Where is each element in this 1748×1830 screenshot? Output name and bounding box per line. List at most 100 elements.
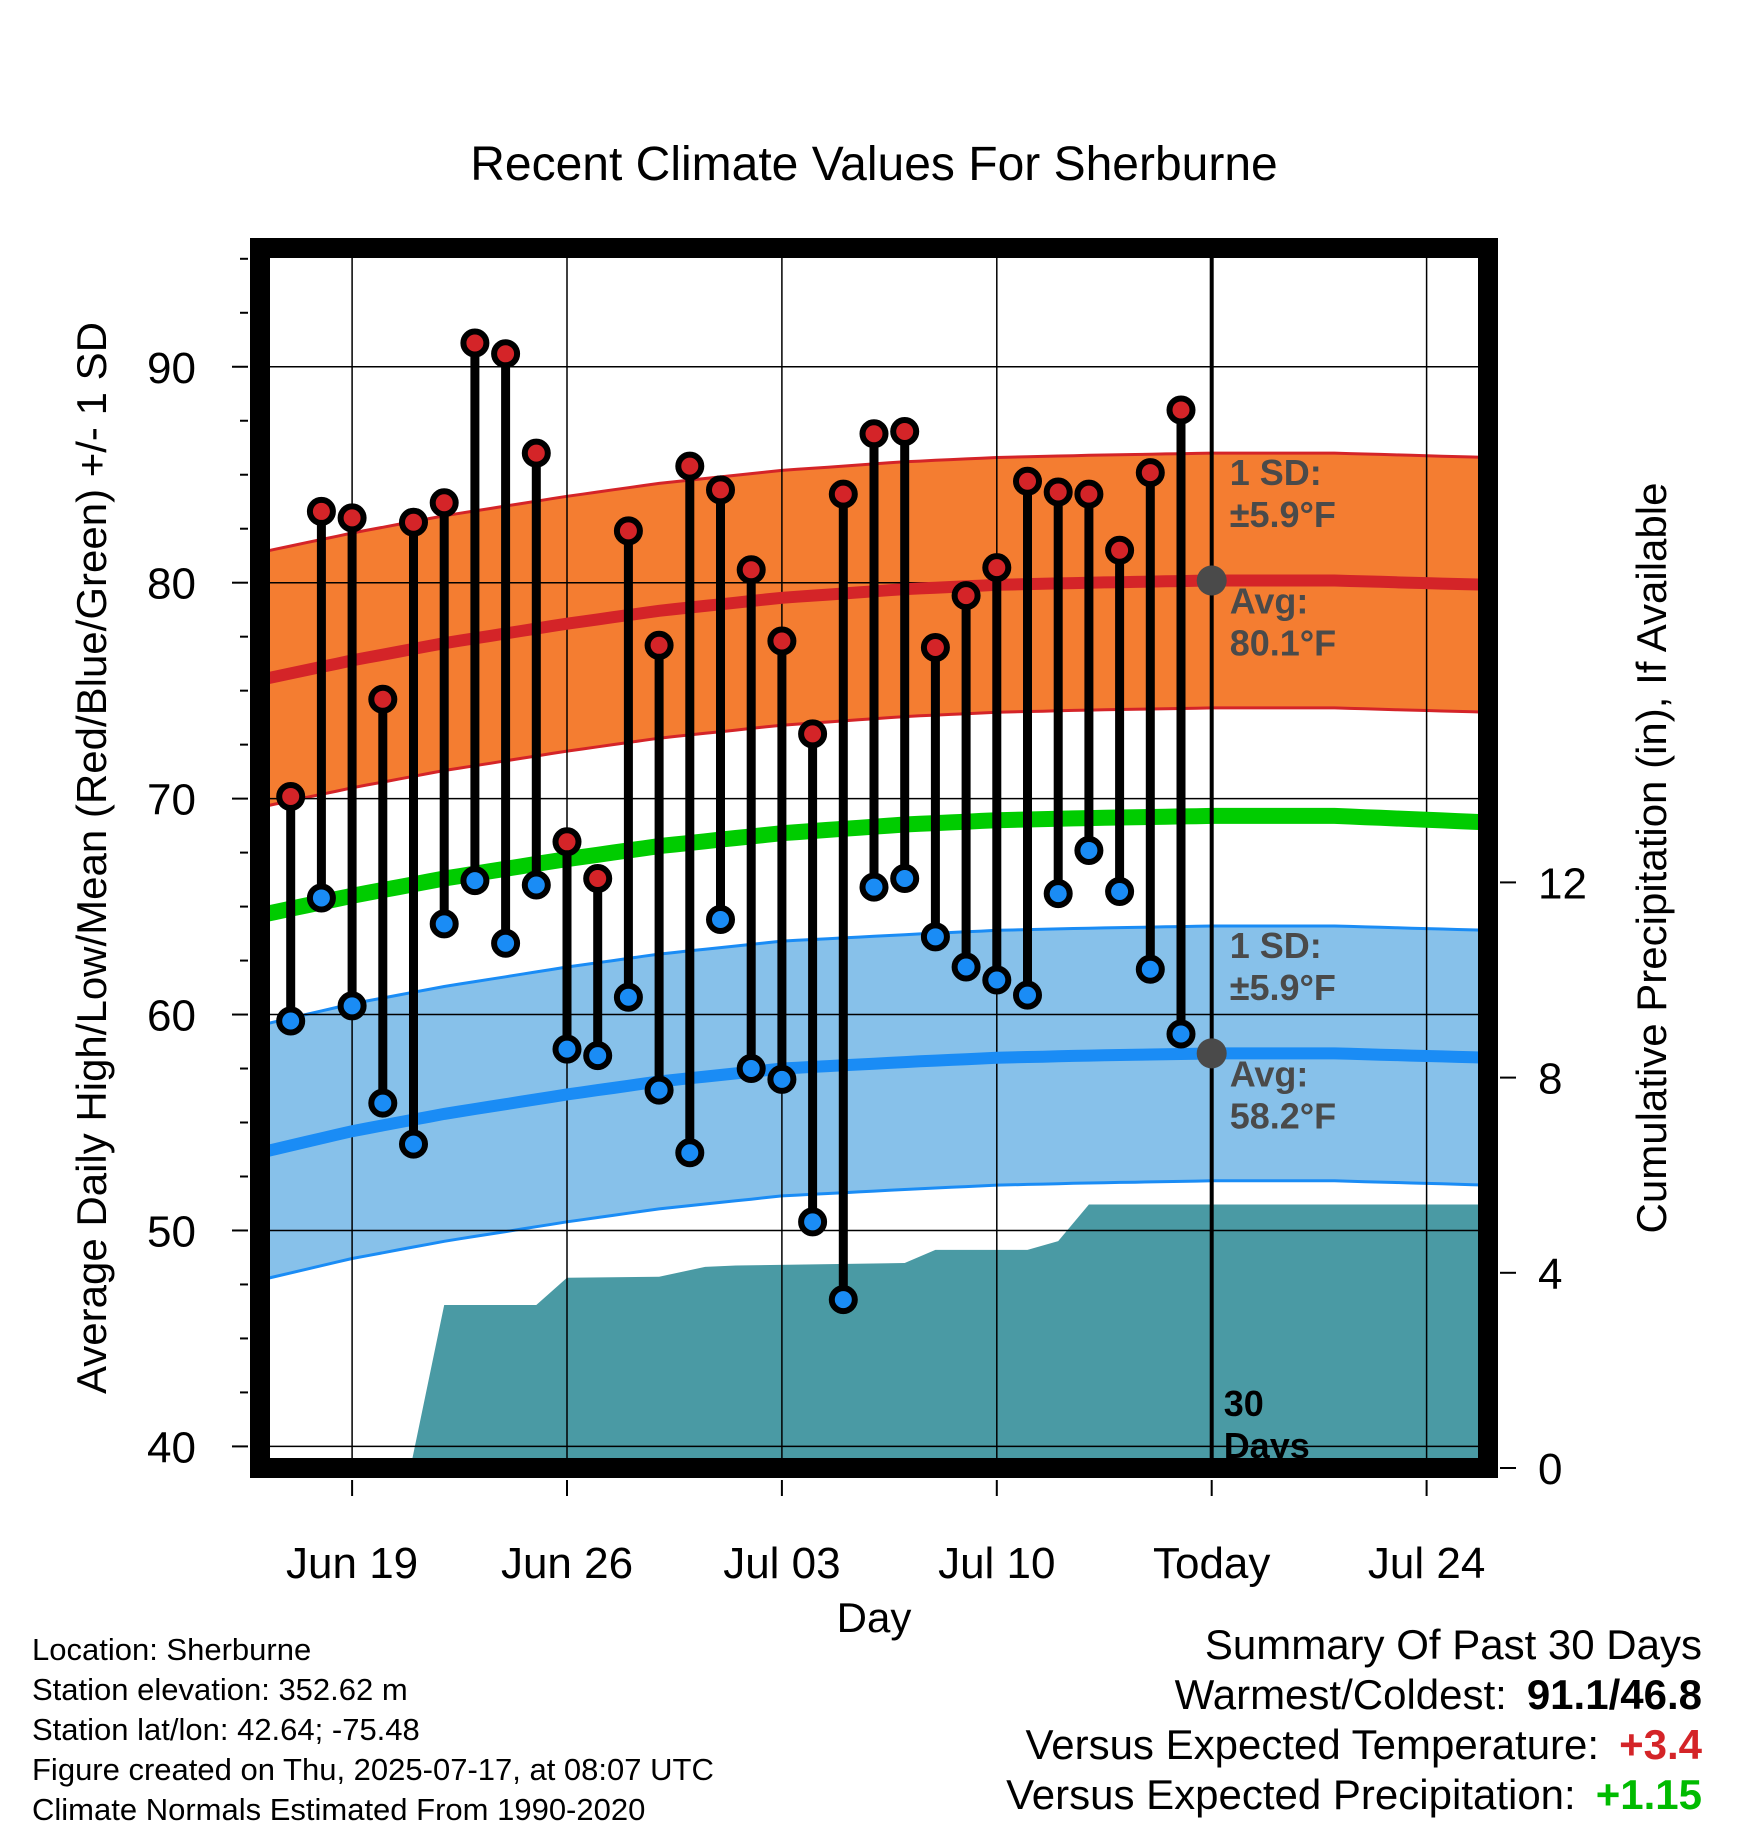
summary-heading: Summary Of Past 30 Days	[1204, 1621, 1702, 1668]
high-point	[890, 417, 920, 447]
high-point	[521, 438, 551, 468]
high-sd-annotation: 1 SD: ±5.9°F	[1230, 452, 1336, 535]
low-point	[552, 1034, 582, 1064]
temp-anomaly-value: +3.4	[1619, 1721, 1702, 1768]
low-avg-marker	[1196, 1038, 1227, 1069]
low-point	[521, 870, 551, 900]
low-point	[1013, 980, 1042, 1010]
low-point	[706, 905, 735, 935]
low-point	[675, 1138, 705, 1168]
high-point	[828, 479, 858, 509]
x-axis-label: Day	[837, 1594, 912, 1641]
y2-tick-label: 12	[1538, 859, 1587, 908]
y-tick-label: 90	[147, 344, 196, 393]
station-location: Location: Sherburne	[32, 1632, 312, 1667]
high-point	[675, 451, 705, 481]
low-point	[306, 883, 336, 913]
plot-frame	[250, 238, 1498, 1478]
high-avg-marker	[1196, 565, 1227, 596]
high-point	[920, 632, 950, 662]
low-point	[644, 1075, 674, 1105]
high-point	[552, 827, 582, 857]
low-point	[1074, 835, 1104, 865]
low-point	[859, 872, 889, 902]
climate-normals-note: Climate Normals Estimated From 1990-2020	[32, 1792, 646, 1827]
low-point	[828, 1285, 858, 1315]
high-point	[306, 496, 336, 526]
y2-tick-label: 0	[1538, 1445, 1562, 1494]
low-point	[276, 1006, 306, 1036]
high-point	[613, 516, 643, 546]
high-point	[1013, 466, 1042, 496]
low-point	[920, 922, 950, 952]
x-tick-label: Today	[1153, 1539, 1270, 1588]
x-tick-label: Jun 26	[501, 1539, 633, 1588]
high-point	[368, 684, 398, 714]
low-point	[736, 1054, 766, 1084]
low-point	[460, 866, 490, 896]
low-point	[368, 1088, 398, 1118]
high-point	[583, 864, 613, 894]
x-tick-label: Jul 24	[1368, 1539, 1485, 1588]
low-point	[583, 1041, 613, 1071]
low-point	[1105, 876, 1135, 906]
high-point	[1135, 458, 1165, 488]
y-tick-label: 40	[147, 1423, 196, 1472]
y-axis-label: Average Daily High/Low/Mean (Red/Blue/Gr…	[68, 322, 115, 1394]
x-tick-label: Jun 19	[286, 1539, 418, 1588]
high-point	[276, 781, 306, 811]
x-tick-label: Jul 03	[723, 1539, 840, 1588]
y2-tick-label: 8	[1538, 1055, 1562, 1104]
low-point	[429, 909, 459, 939]
y2-axis-label: Cumulative Precipitation (in), If Availa…	[1628, 483, 1675, 1234]
low-point	[613, 982, 643, 1012]
warm-cold-label: Warmest/Coldest:	[1174, 1671, 1507, 1718]
low-point	[798, 1207, 828, 1237]
low-point	[491, 928, 521, 958]
station-latlon: Station lat/lon: 42.64; -75.48	[32, 1712, 420, 1747]
temp-anomaly-label: Versus Expected Temperature:	[1025, 1721, 1600, 1768]
low-avg-line	[260, 1047, 1488, 1159]
precip-anomaly-label: Versus Expected Precipitation:	[1006, 1771, 1576, 1818]
low-point	[767, 1064, 797, 1094]
y-tick-label: 80	[147, 560, 196, 609]
low-point	[1043, 879, 1073, 909]
high-point	[399, 507, 428, 537]
high-point	[1043, 477, 1073, 507]
summary-panel: Summary Of Past 30 Days Warmest/Coldest:…	[1006, 1620, 1702, 1820]
high-point	[337, 503, 367, 533]
low-avg-annotation: Avg: 58.2°F	[1230, 1053, 1336, 1136]
low-point	[982, 965, 1012, 995]
y-tick-label: 50	[147, 1207, 196, 1256]
high-point	[644, 630, 674, 660]
y-tick-label: 70	[147, 776, 196, 825]
chart-title: Recent Climate Values For Sherburne	[470, 138, 1278, 191]
high-point	[491, 339, 521, 369]
low-point	[337, 991, 367, 1021]
low-point	[399, 1129, 428, 1159]
station-info: Location: Sherburne Station elevation: 3…	[32, 1630, 714, 1830]
high-point	[1166, 395, 1196, 425]
low-point	[1135, 954, 1165, 984]
high-point	[951, 581, 981, 611]
figure-created: Figure created on Thu, 2025-07-17, at 08…	[32, 1752, 714, 1787]
station-elevation: Station elevation: 352.62 m	[32, 1672, 408, 1707]
high-avg-annotation: Avg: 80.1°F	[1230, 581, 1336, 664]
precip-anomaly-value: +1.15	[1595, 1771, 1702, 1818]
high-point	[706, 475, 735, 505]
x-tick-label: Jul 10	[938, 1539, 1055, 1588]
warm-cold-value: 91.1/46.8	[1526, 1671, 1702, 1718]
high-point	[1105, 535, 1135, 565]
low-sd-annotation: 1 SD: ±5.9°F	[1230, 925, 1336, 1008]
high-point	[982, 553, 1012, 583]
high-point	[429, 488, 459, 518]
y-tick-label: 60	[147, 992, 196, 1041]
low-point	[1166, 1019, 1196, 1049]
high-point	[859, 419, 889, 449]
y2-tick-label: 4	[1538, 1250, 1562, 1299]
high-point	[1074, 479, 1104, 509]
high-point	[736, 555, 766, 585]
high-point	[798, 719, 828, 749]
low-point	[951, 952, 981, 982]
